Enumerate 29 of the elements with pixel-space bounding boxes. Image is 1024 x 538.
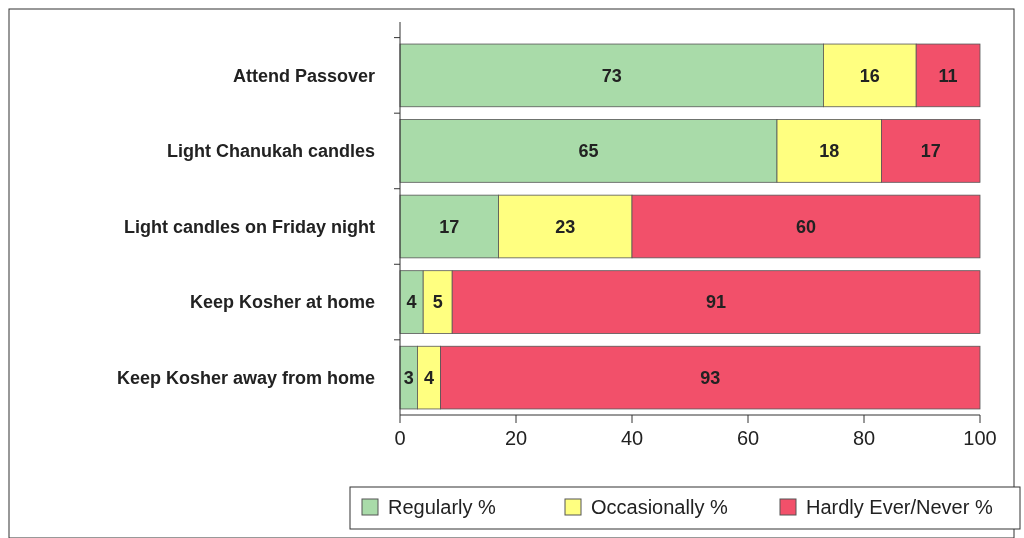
data-label: 11 (938, 65, 958, 86)
data-label: 4 (406, 292, 417, 313)
data-label: 93 (700, 367, 721, 388)
data-label: 17 (920, 141, 941, 162)
data-label: 16 (859, 65, 880, 86)
y-tick-label: Attend Passover (232, 65, 375, 86)
y-tick-label: Keep Kosher at home (189, 292, 375, 313)
x-tick-label: 0 (394, 427, 406, 449)
data-label: 91 (706, 292, 727, 313)
data-label: 65 (578, 141, 599, 162)
data-label: 3 (403, 367, 414, 388)
y-tick-label: Keep Kosher away from home (116, 367, 375, 388)
x-tick-label: 20 (504, 427, 528, 449)
x-tick-label: 80 (852, 427, 876, 449)
legend-label: Occasionally % (591, 496, 728, 518)
x-tick-label: 100 (963, 427, 997, 449)
data-label: 73 (601, 65, 622, 86)
legend-label: Hardly Ever/Never % (806, 496, 993, 518)
data-label: 17 (439, 216, 460, 237)
data-label: 18 (819, 141, 840, 162)
x-tick-label: 60 (736, 427, 760, 449)
data-label: 23 (555, 216, 576, 237)
y-tick-label: Light Chanukah candles (166, 141, 375, 162)
legend-label: Regularly % (388, 496, 497, 518)
y-tick-label: Light candles on Friday night (123, 216, 375, 237)
data-label: 4 (423, 367, 435, 388)
data-label: 5 (432, 292, 443, 313)
data-label: 60 (795, 216, 817, 237)
x-tick-label: 40 (620, 427, 644, 449)
